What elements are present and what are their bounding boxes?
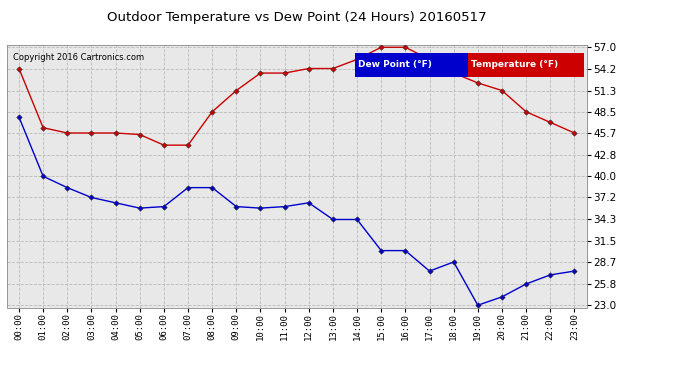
Text: Temperature (°F): Temperature (°F) <box>471 60 558 69</box>
FancyBboxPatch shape <box>355 53 468 76</box>
Text: Outdoor Temperature vs Dew Point (24 Hours) 20160517: Outdoor Temperature vs Dew Point (24 Hou… <box>107 11 486 24</box>
FancyBboxPatch shape <box>468 53 584 76</box>
Text: Copyright 2016 Cartronics.com: Copyright 2016 Cartronics.com <box>12 53 144 62</box>
Text: Dew Point (°F): Dew Point (°F) <box>357 60 431 69</box>
